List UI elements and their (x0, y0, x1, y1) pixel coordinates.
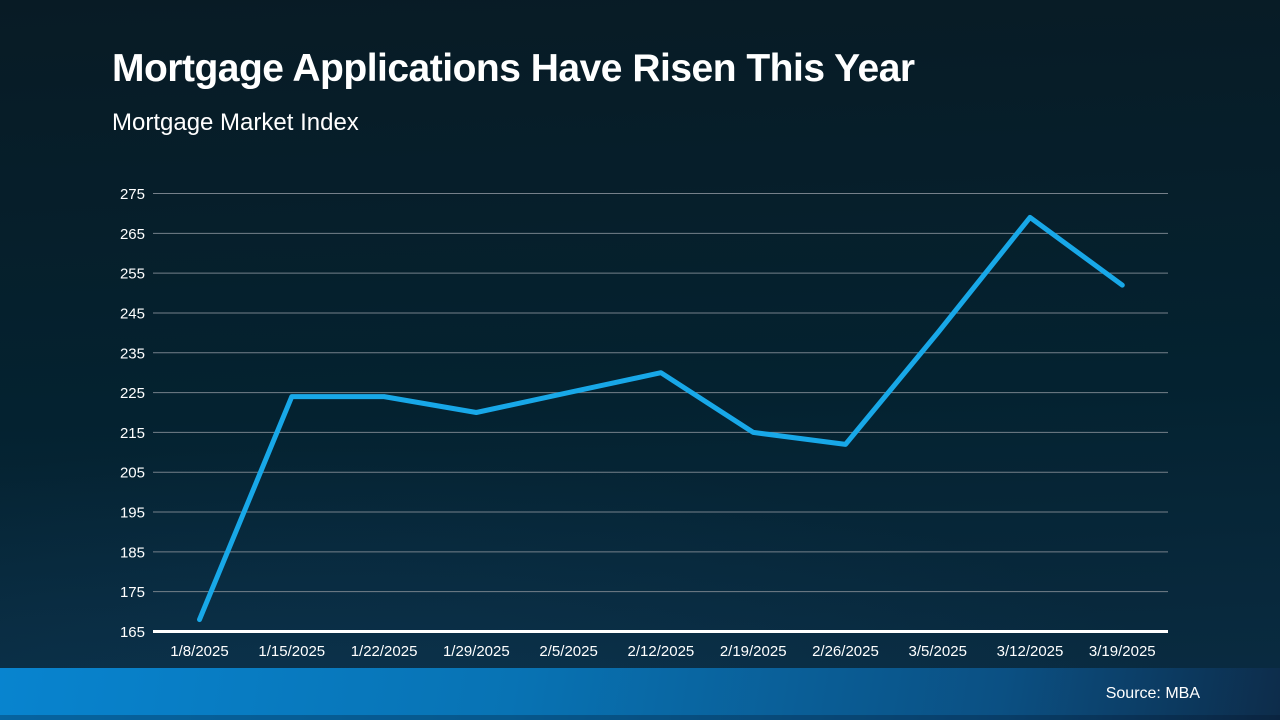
x-axis-tick-label: 2/12/2025 (628, 643, 695, 660)
x-axis-tick-label: 3/5/2025 (909, 643, 967, 660)
y-axis-tick-label: 225 (120, 385, 145, 402)
y-axis-tick-label: 205 (120, 465, 145, 482)
y-axis-tick-label: 175 (120, 584, 145, 601)
x-axis-tick-label: 2/5/2025 (539, 643, 597, 660)
y-axis-tick-label: 265 (120, 226, 145, 243)
x-axis-tick-label: 1/8/2025 (170, 643, 228, 660)
y-axis-tick-label: 235 (120, 345, 145, 362)
chart-header: Mortgage Applications Have Risen This Ye… (112, 47, 915, 137)
x-axis-tick-label: 1/15/2025 (258, 643, 325, 660)
source-label: Source: MBA (1105, 685, 1200, 702)
x-axis-tick-label: 3/12/2025 (997, 643, 1064, 660)
y-axis-tick-label: 245 (120, 305, 145, 322)
y-axis-tick-label: 215 (120, 425, 145, 442)
chart-subtitle: Mortgage Market Index (112, 108, 359, 136)
chart-title: Mortgage Applications Have Risen This Ye… (112, 47, 915, 90)
footer-bar: Source: MBA (0, 668, 1280, 720)
x-axis-tick-label: 1/22/2025 (351, 643, 418, 660)
x-axis-tick-label: 1/29/2025 (443, 643, 510, 660)
y-axis-tick-label: 195 (120, 505, 145, 522)
x-axis-tick-label: 2/19/2025 (720, 643, 787, 660)
y-axis-tick-label: 275 (120, 186, 145, 203)
x-axis-tick-label: 3/19/2025 (1089, 643, 1156, 660)
x-axis-tick-label: 2/26/2025 (812, 643, 879, 660)
y-axis-tick-label: 165 (120, 624, 145, 641)
mortgage-index-line-series (197, 214, 1125, 623)
y-axis-tick-label: 185 (120, 544, 145, 561)
y-axis-tick-label: 255 (120, 266, 145, 283)
